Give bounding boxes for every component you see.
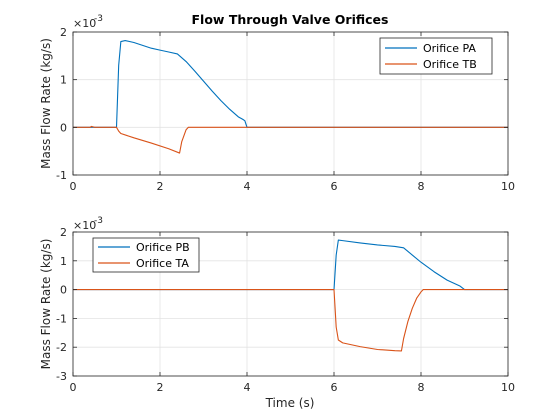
bottom-y-tick-label: -3: [56, 370, 67, 383]
top-chart-title: Flow Through Valve Orifices: [192, 12, 389, 27]
top-x-tick-label: 2: [157, 180, 164, 193]
bottom-y-tick-label: 0: [60, 284, 67, 297]
top-y-tick-label: -1: [56, 169, 67, 182]
bottom-x-tick-label: 6: [331, 381, 338, 394]
legend-label-orifice-tb: Orifice TB: [423, 58, 477, 71]
legend-label-orifice-pa: Orifice PA: [423, 42, 476, 55]
top-y-axis-label: Mass Flow Rate (kg/s): [39, 38, 53, 169]
top-x-tick-label: 4: [244, 180, 251, 193]
bottom-series-line-orifice-pb: [73, 239, 508, 291]
top-axes-box: [72, 31, 509, 176]
top-x-tick-label: 10: [501, 180, 515, 193]
top-y-tick-label: 0: [60, 121, 67, 134]
bottom-y-tick-label: 2: [60, 226, 67, 239]
bottom-x-tick-label: 10: [501, 381, 515, 394]
bottom-y-exponent-base: ×10: [73, 219, 96, 232]
bottom-x-tick-label: 8: [418, 381, 425, 394]
bottom-x-axis-label: Time (s): [265, 396, 315, 410]
top-x-tick-label: 0: [70, 180, 77, 193]
bottom-x-tick-label: 0: [70, 381, 77, 394]
bottom-axes: ×10 -3 Time (s) Orifice PB Orifice TA 0 2…: [39, 216, 515, 410]
bottom-y-axis-label: Mass Flow Rate (kg/s): [39, 239, 53, 370]
bottom-x-tick-label: 4: [244, 381, 251, 394]
bottom-y-exponent-power: -3: [94, 216, 103, 226]
top-y-tick-label: 1: [60, 74, 67, 87]
legend-label-orifice-ta: Orifice TA: [136, 257, 189, 270]
bottom-series-line-orifice-ta: [73, 289, 508, 352]
bottom-y-tick-label: 1: [60, 255, 67, 268]
top-axes: Flow Through Valve Orifices ×10 -3 Orifi…: [39, 12, 515, 193]
top-y-exponent-power: -3: [94, 14, 103, 24]
bottom-legend-box: [92, 237, 200, 273]
bottom-x-tick-label: 2: [157, 381, 164, 394]
bottom-axes-box: [72, 231, 509, 377]
top-series-line-orifice-pa: [73, 40, 508, 128]
top-x-tick-label: 6: [331, 180, 338, 193]
legend-label-orifice-pb: Orifice PB: [136, 241, 190, 254]
top-series-line-orifice-tb: [73, 125, 508, 154]
top-legend: Orifice PA Orifice TB: [379, 37, 493, 75]
top-y-tick-label: 2: [60, 26, 67, 39]
top-legend-box: [379, 37, 493, 75]
top-x-tick-label: 8: [418, 180, 425, 193]
bottom-y-tick-label: -2: [56, 341, 67, 354]
bottom-y-tick-label: -1: [56, 312, 67, 325]
bottom-legend: Orifice PB Orifice TA: [92, 237, 200, 273]
top-y-exponent-base: ×10: [73, 17, 96, 30]
